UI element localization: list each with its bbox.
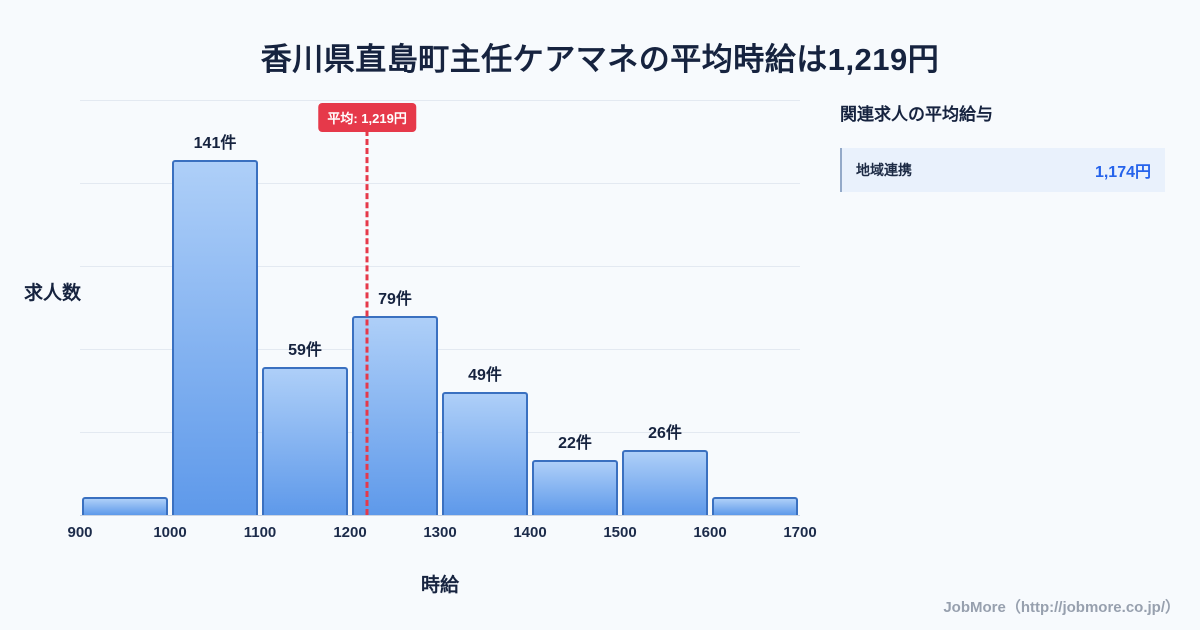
side-panel-title: 関連求人の平均給与 (840, 105, 993, 124)
y-axis-label: 求人数 (24, 283, 82, 304)
gridline (80, 432, 800, 433)
x-tick-label: 1200 (333, 524, 367, 541)
histogram-bar (622, 450, 708, 515)
plot-area: 平均: 1,219円 141件 59件 79件 49件 22件 26件 900 1000 110… (67, 100, 817, 541)
x-tick-label: 1500 (603, 524, 637, 541)
x-tick-label: 1700 (783, 524, 817, 541)
histogram-bar (442, 392, 528, 515)
x-tick-label: 1300 (423, 524, 457, 541)
side-panel: 関連求人の平均給与 地域連携 1,174円 (840, 100, 1165, 192)
gridline (80, 183, 800, 184)
bar-value-label: 49件 (468, 367, 502, 384)
bar-value-label: 141件 (193, 135, 237, 152)
x-axis-label: 時給 (420, 575, 459, 596)
x-tick-label: 900 (67, 524, 93, 541)
salary-label: 地域連携 (856, 162, 912, 178)
histogram-bar (82, 497, 168, 515)
x-tick-label: 1000 (153, 524, 187, 541)
footer-credit: JobMore（http://jobmore.co.jp/） (943, 599, 1180, 616)
bar-value-label: 59件 (288, 342, 322, 359)
gridline (80, 100, 800, 101)
average-badge: 平均: 1,219円 (318, 103, 416, 132)
page-title: 香川県直島町主任ケアマネの平均時給は1,219円 (260, 42, 940, 77)
salary-row: 地域連携 1,174円 (840, 148, 1165, 192)
histogram-bar (712, 497, 798, 515)
average-line (365, 130, 369, 515)
histogram-bar (262, 367, 348, 515)
x-tick-label: 1600 (693, 524, 727, 541)
gridline (80, 349, 800, 350)
histogram-bar (532, 460, 618, 515)
gridline (80, 266, 800, 267)
x-tick-label: 1400 (513, 524, 547, 541)
bar-value-label: 22件 (558, 435, 592, 452)
bar-value-label: 26件 (648, 425, 682, 442)
histogram-bar (172, 160, 258, 515)
salary-value: 1,174円 (1094, 164, 1151, 181)
x-axis-line (80, 515, 800, 516)
bar-value-label: 79件 (378, 291, 412, 308)
x-tick-label: 1100 (243, 524, 277, 541)
